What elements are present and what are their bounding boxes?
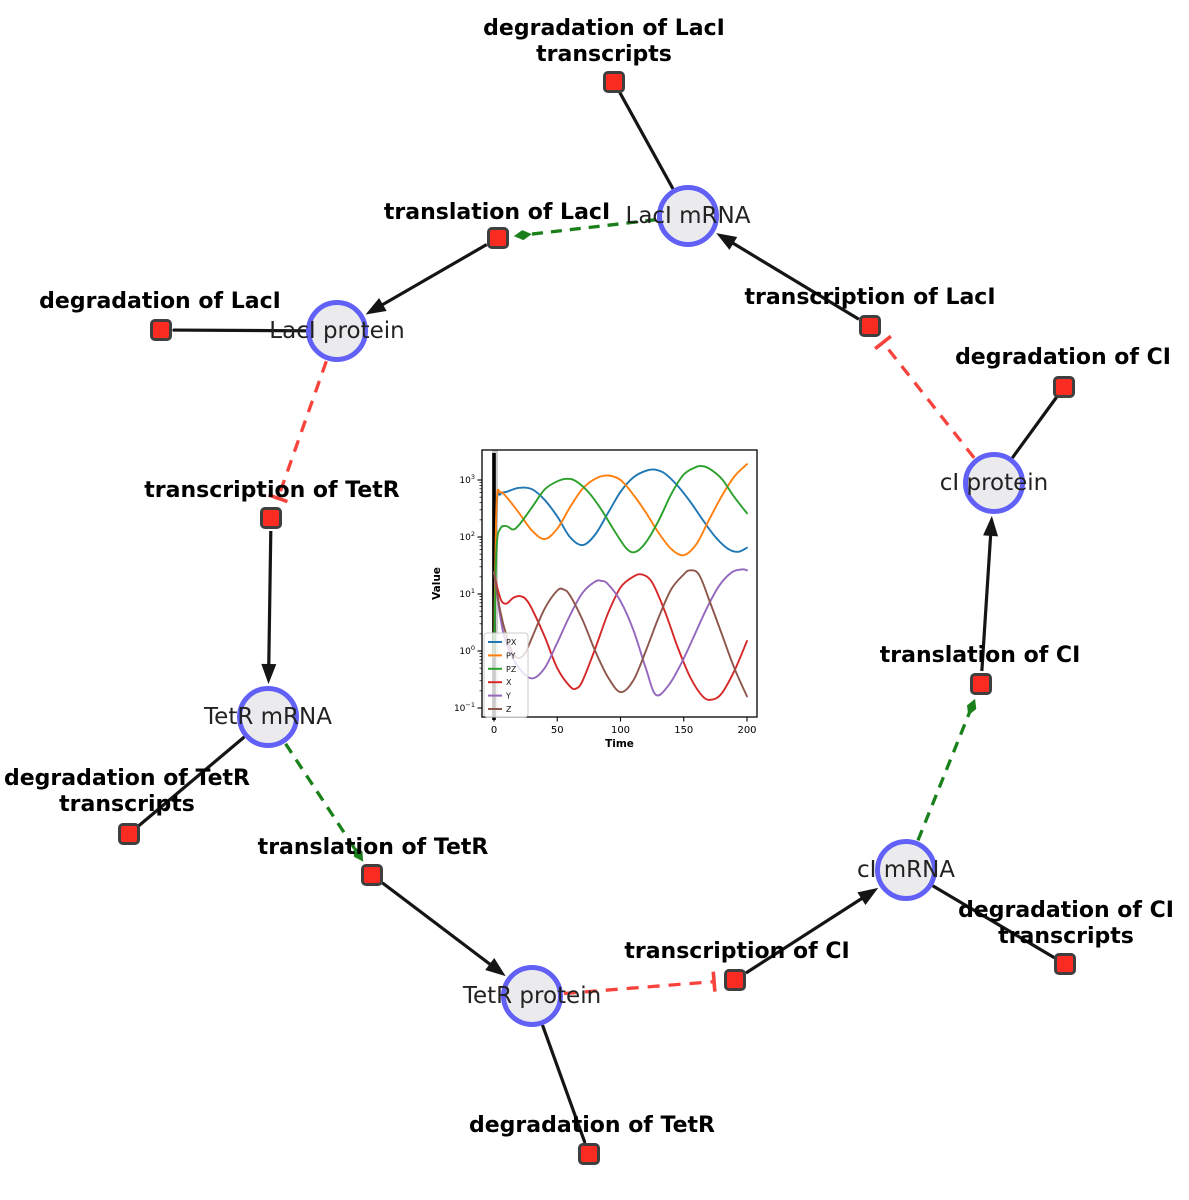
species-label-cI_protein: cI protein bbox=[939, 470, 1049, 496]
reaction-node-transc_tetR bbox=[259, 506, 282, 529]
reaction-node-transl_cI bbox=[969, 672, 992, 695]
reaction-label-line: degradation of LacI bbox=[483, 16, 725, 41]
edge-consumption-line-lacI_protein-to-deg_lacI bbox=[172, 328, 307, 333]
reaction-node-deg_cI_transcripts bbox=[1053, 952, 1076, 975]
edge-production-arrow-transl_lacI-to-lacI_protein bbox=[365, 243, 488, 315]
edge-modifier-arrow-tetR_mRNA-to-transl_tetR bbox=[284, 742, 364, 862]
chart-y-axis-label: Value bbox=[431, 567, 443, 600]
chart-legend: PX PY PZ XYZ bbox=[483, 632, 529, 718]
reaction-label-transl_lacI: translation of LacI bbox=[384, 200, 610, 226]
species-node-lacI_protein bbox=[306, 300, 368, 362]
reaction-label-transl_tetR: translation of TetR bbox=[258, 835, 489, 861]
species-label-tetR_mRNA: TetR mRNA bbox=[204, 704, 332, 730]
edge-production-arrow-transc_lacI-to-lacI_mRNA bbox=[716, 233, 860, 321]
species-node-cI_protein bbox=[963, 452, 1025, 514]
series-py-line bbox=[493, 463, 748, 658]
species-node-cI_mRNA bbox=[875, 839, 937, 901]
species-node-tetR_protein bbox=[501, 965, 563, 1027]
y-tick-label: 100 bbox=[459, 644, 475, 657]
reaction-label-transc_tetR: transcription of TetR bbox=[144, 478, 399, 504]
reaction-label-line: transcription of CI bbox=[624, 939, 850, 964]
reaction-label-line: degradation of TetR bbox=[468, 1113, 716, 1138]
legend-item-py: PY bbox=[506, 651, 516, 660]
reaction-node-deg_tetR bbox=[577, 1142, 600, 1165]
y-tick-label: 101 bbox=[459, 587, 475, 600]
legend-item-pz: PZ bbox=[506, 665, 517, 674]
reaction-node-deg_lacI_transcripts bbox=[602, 70, 625, 93]
reaction-label-line: degradation of TetR bbox=[3, 766, 251, 791]
legend-item-z: Z bbox=[506, 705, 512, 714]
edge-consumption-line-cI_mRNA-to-deg_cI_transcripts bbox=[931, 884, 1056, 959]
edge-consumption-line-cI_protein-to-deg_cI bbox=[1011, 395, 1058, 459]
series-px-line bbox=[493, 468, 748, 658]
reaction-label-transc_lacI: transcription of LacI bbox=[744, 285, 995, 311]
reaction-label-deg_cI: degradation of CI bbox=[955, 345, 1171, 371]
edge-production-arrow-transl_tetR-to-tetR_protein bbox=[381, 881, 506, 977]
reaction-label-deg_cI_transcripts: degradation of CI transcripts bbox=[958, 898, 1174, 950]
reaction-label-line: transcripts bbox=[998, 924, 1134, 949]
reaction-node-deg_cI bbox=[1052, 375, 1075, 398]
series-x-line bbox=[493, 571, 748, 701]
legend-item-x: X bbox=[506, 678, 512, 687]
x-tick-label: 0 bbox=[491, 725, 497, 736]
chart-x-axis-label: Time bbox=[605, 738, 634, 750]
reaction-label-transc_cI: transcription of CI bbox=[624, 939, 849, 965]
x-tick-label: 150 bbox=[674, 725, 693, 736]
legend-item-px: PX bbox=[506, 638, 517, 647]
edge-inhibition-tee-cI_protein-to-transc_lacI bbox=[874, 334, 976, 459]
reaction-node-deg_tetR_transcripts bbox=[117, 822, 140, 845]
reaction-label-line: transcripts bbox=[536, 42, 672, 67]
edge-inhibition-tee-lacI_protein-to-transc_tetR bbox=[267, 360, 328, 504]
species-label-lacI_protein: LacI protein bbox=[269, 318, 405, 344]
edge-production-arrow-transl_cI-to-cI_protein bbox=[980, 515, 999, 672]
chart-series-group bbox=[493, 463, 748, 701]
series-y-line bbox=[493, 568, 748, 697]
reaction-node-deg_lacI bbox=[149, 318, 172, 341]
reaction-label-line: translation of TetR bbox=[257, 835, 489, 860]
y-tick-label: 103 bbox=[459, 473, 475, 486]
y-tick-label: 10−1 bbox=[454, 701, 475, 714]
edge-production-arrow-transc_tetR-to-tetR_mRNA bbox=[261, 530, 277, 685]
reaction-label-deg_tetR: degradation of TetR bbox=[469, 1113, 715, 1139]
edge-consumption-line-lacI_mRNA-to-deg_lacI_transcripts bbox=[618, 91, 675, 190]
reaction-label-line: transcription of TetR bbox=[144, 478, 400, 503]
reaction-label-line: transcription of LacI bbox=[744, 285, 996, 310]
y-tick-label: 102 bbox=[459, 530, 475, 543]
reaction-label-line: translation of CI bbox=[879, 643, 1081, 668]
species-label-lacI_mRNA: LacI mRNA bbox=[625, 203, 751, 229]
timeseries-inset-chart: 103 102 101 100 10−1 0 50 100 150 200 Time Value PX P… bbox=[430, 437, 775, 767]
reaction-node-transc_cI bbox=[723, 968, 746, 991]
reaction-node-transl_lacI bbox=[486, 226, 509, 249]
x-tick-label: 200 bbox=[737, 725, 756, 736]
edge-modifier-arrow-cI_mRNA-to-transl_cI bbox=[916, 698, 977, 841]
reaction-label-deg_lacI_transcripts: degradation of LacI transcripts bbox=[483, 16, 725, 68]
species-node-lacI_mRNA bbox=[657, 185, 719, 247]
reaction-label-deg_tetR_transcripts: degradation of TetR transcripts bbox=[4, 766, 250, 818]
edge-consumption-line-tetR_mRNA-to-deg_tetR_transcripts bbox=[137, 736, 246, 828]
reaction-label-line: translation of LacI bbox=[383, 200, 611, 225]
species-label-tetR_protein: TetR protein bbox=[462, 983, 602, 1009]
reaction-label-deg_lacI: degradation of LacI bbox=[39, 289, 281, 315]
reaction-label-transl_cI: translation of CI bbox=[880, 643, 1081, 669]
edge-inhibition-tee-tetR_protein-to-transc_cI bbox=[563, 971, 717, 996]
edge-modifier-arrow-lacI_mRNA-to-transl_lacI bbox=[513, 218, 657, 241]
reaction-label-line: degradation of CI bbox=[958, 898, 1174, 923]
species-node-tetR_mRNA bbox=[237, 686, 299, 748]
reaction-label-line: transcripts bbox=[59, 792, 195, 817]
legend-item-y: Y bbox=[505, 692, 511, 701]
x-tick-label: 100 bbox=[611, 725, 630, 736]
reaction-node-transl_tetR bbox=[360, 863, 383, 886]
chart-axes: 103 102 101 100 10−1 0 50 100 150 200 Time Value bbox=[431, 449, 758, 750]
reaction-node-transc_lacI bbox=[858, 314, 881, 337]
reaction-label-line: degradation of LacI bbox=[39, 289, 281, 314]
series-pz-line bbox=[493, 464, 748, 658]
edge-consumption-line-tetR_protein-to-deg_tetR bbox=[541, 1024, 587, 1144]
x-tick-label: 50 bbox=[551, 725, 564, 736]
reaction-label-line: degradation of CI bbox=[955, 345, 1171, 370]
edge-production-arrow-transc_cI-to-cI_mRNA bbox=[745, 887, 879, 975]
species-label-cI_mRNA: cI mRNA bbox=[856, 857, 956, 883]
